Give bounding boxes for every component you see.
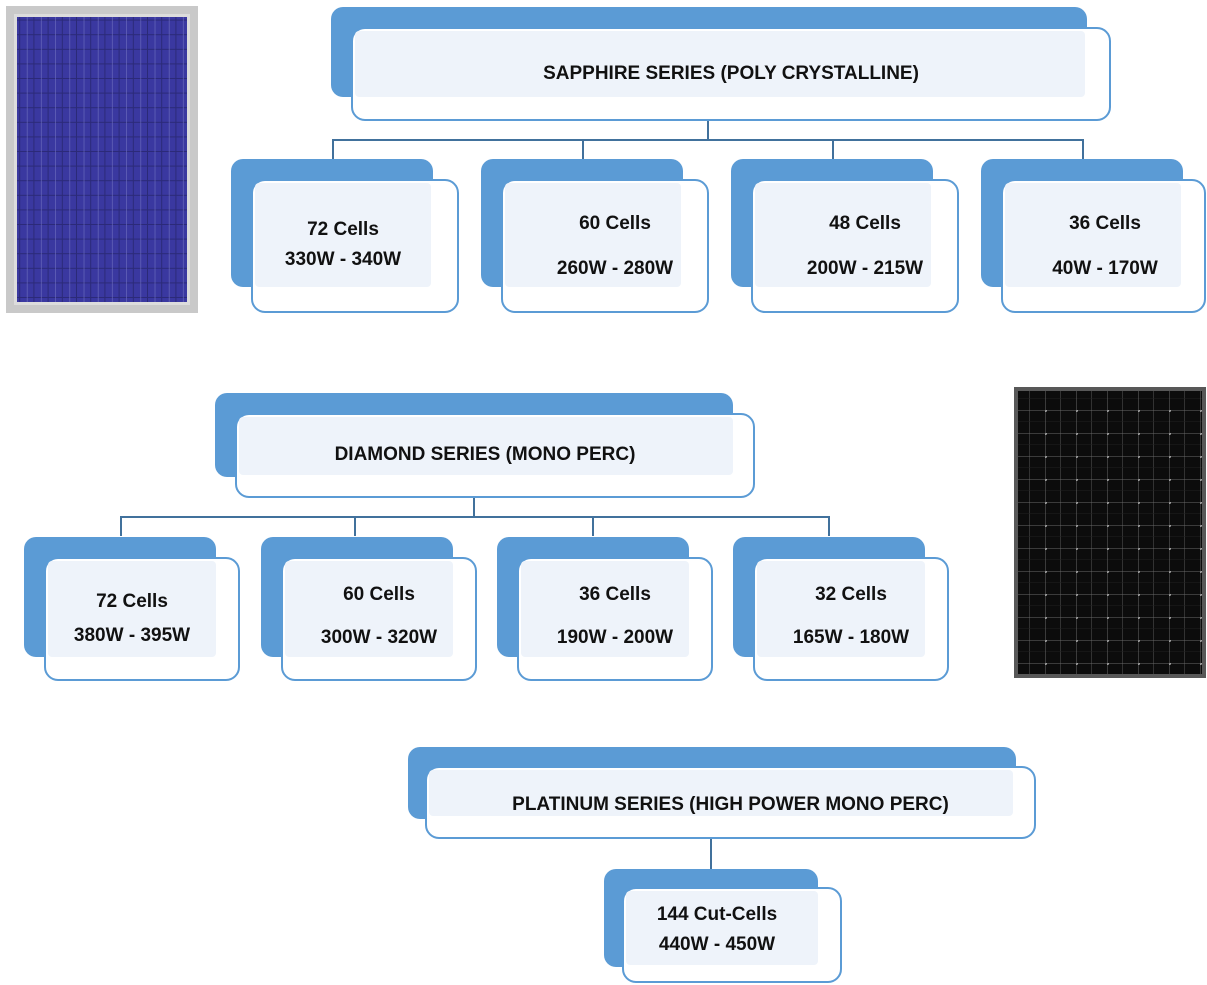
series-title: PLATINUM SERIES (HIGH POWER MONO PERC): [512, 794, 949, 815]
variant-node: 48 Cells 200W - 215W: [731, 159, 959, 313]
variant-cells: 36 Cells: [1069, 213, 1141, 234]
variant-cells: 72 Cells: [307, 219, 379, 240]
connector: [354, 516, 356, 536]
variant-power: 260W - 280W: [556, 258, 674, 279]
variant-node: 144 Cut-Cells 440W - 450W: [604, 869, 842, 983]
variant-cells: 32 Cells: [815, 584, 887, 605]
variant-power: 380W - 395W: [73, 625, 191, 646]
connector: [120, 516, 122, 536]
variant-cells: 60 Cells: [343, 584, 415, 605]
mono-solar-panel-icon: [1014, 387, 1206, 678]
connector: [332, 139, 334, 159]
variant-cells: 48 Cells: [829, 213, 901, 234]
variant-cells: 72 Cells: [96, 591, 168, 612]
variant-cells: 144 Cut-Cells: [656, 904, 778, 925]
series-header-sapphire: SAPPHIRE SERIES (POLY CRYSTALLINE): [331, 7, 1111, 121]
series-title: SAPPHIRE SERIES (POLY CRYSTALLINE): [543, 63, 919, 84]
variant-node: 36 Cells 40W - 170W: [981, 159, 1207, 313]
variant-power: 165W - 180W: [792, 627, 910, 648]
connector: [832, 139, 834, 159]
variant-node: 72 Cells 330W - 340W: [231, 159, 459, 313]
connector: [120, 516, 830, 518]
connector: [582, 139, 584, 159]
poly-solar-panel-icon: [6, 6, 198, 313]
variant-node: 60 Cells 300W - 320W: [261, 537, 477, 681]
variant-power: 440W - 450W: [658, 934, 776, 955]
variant-node: 36 Cells 190W - 200W: [497, 537, 713, 681]
variant-power: 40W - 170W: [1052, 258, 1158, 279]
variant-cells: 36 Cells: [579, 584, 651, 605]
connector: [592, 516, 594, 536]
connector: [1082, 139, 1084, 159]
series-header-diamond: DIAMOND SERIES (MONO PERC): [215, 393, 755, 498]
connector: [710, 837, 712, 869]
connector: [707, 118, 709, 140]
variant-node: 72 Cells 380W - 395W: [24, 537, 240, 681]
variant-power: 330W - 340W: [284, 249, 402, 270]
connector: [828, 516, 830, 536]
variant-node: 60 Cells 260W - 280W: [481, 159, 709, 313]
variant-power: 190W - 200W: [556, 627, 674, 648]
series-title: DIAMOND SERIES (MONO PERC): [334, 444, 636, 465]
variant-cells: 60 Cells: [579, 213, 651, 234]
variant-node: 32 Cells 165W - 180W: [733, 537, 949, 681]
connector: [473, 479, 475, 517]
variant-power: 200W - 215W: [806, 258, 924, 279]
series-header-platinum: PLATINUM SERIES (HIGH POWER MONO PERC): [408, 747, 1036, 839]
variant-power: 300W - 320W: [320, 627, 438, 648]
connector: [332, 139, 1084, 141]
